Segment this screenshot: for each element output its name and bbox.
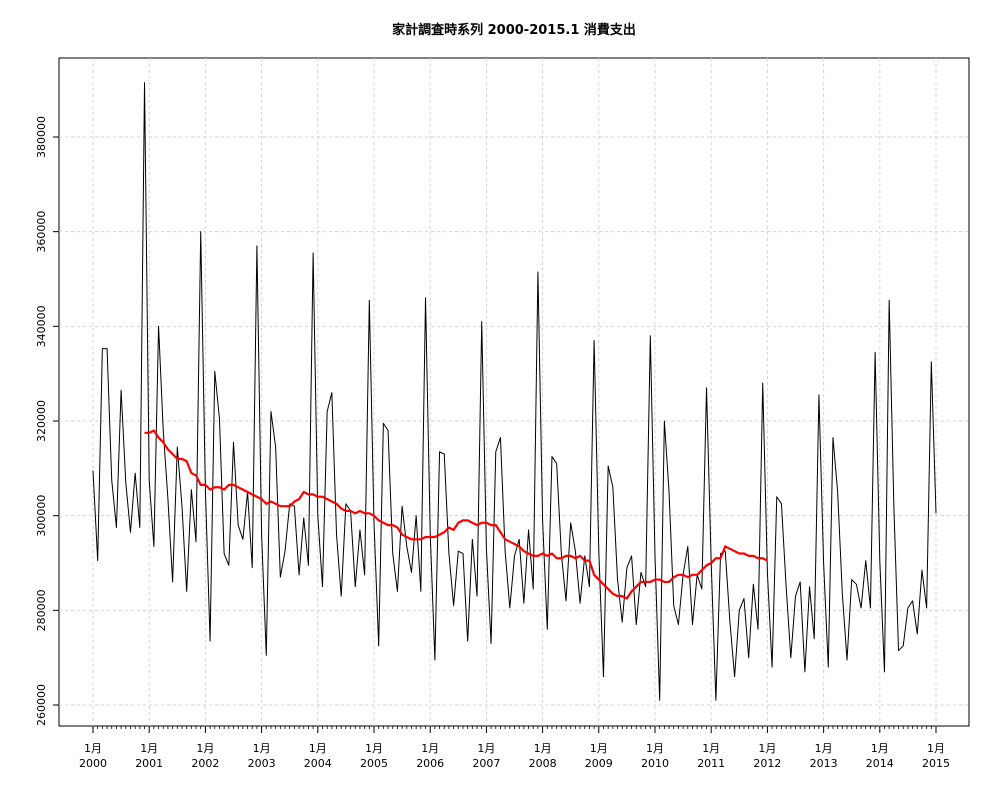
x-tick-label-month: 1月 — [590, 742, 608, 755]
x-tick-label-year: 2015 — [922, 757, 950, 770]
x-tick-label-year: 2011 — [697, 757, 725, 770]
x-tick-label-year: 2008 — [529, 757, 557, 770]
x-tick-label-year: 2002 — [191, 757, 219, 770]
chart-title: 家計調査時系列 2000-2015.1 消費支出 — [392, 22, 636, 38]
axes: 260000 280000 300000 320000 340000 360000 3800… — [35, 116, 950, 770]
y-tick-label: 260000 — [35, 684, 48, 726]
y-tick-label: 360000 — [35, 211, 48, 253]
x-tick-label-month: 1月 — [140, 742, 158, 755]
x-tick-label-month: 1月 — [309, 742, 327, 755]
grid — [59, 58, 969, 726]
x-tick-label-year: 2010 — [641, 757, 669, 770]
y-tick-label: 300000 — [35, 495, 48, 537]
series-layer — [92, 82, 937, 701]
x-tick-label-month: 1月 — [534, 742, 552, 755]
x-tick-label-year: 2004 — [304, 757, 332, 770]
x-tick-label-month: 1月 — [927, 742, 945, 755]
x-tick-label-month: 1月 — [196, 742, 214, 755]
y-tick-label: 320000 — [35, 400, 48, 442]
x-tick-label-year: 2013 — [810, 757, 838, 770]
series-line-moving-average — [144, 429, 768, 600]
x-tick-label-month: 1月 — [421, 742, 439, 755]
x-tick-label-month: 1月 — [815, 742, 833, 755]
x-tick-label-month: 1月 — [253, 742, 271, 755]
x-tick-label-month: 1月 — [871, 742, 889, 755]
x-tick-label-year: 2001 — [135, 757, 163, 770]
plot-frame — [58, 57, 970, 727]
x-tick-label-year: 2005 — [360, 757, 388, 770]
x-tick-label-month: 1月 — [477, 742, 495, 755]
x-tick-label-year: 2000 — [79, 757, 107, 770]
series-line-monthly — [92, 82, 937, 701]
x-tick-label-year: 2009 — [585, 757, 613, 770]
x-tick-label-year: 2003 — [248, 757, 276, 770]
y-tick-label: 380000 — [35, 116, 48, 158]
x-tick-label-year: 2012 — [753, 757, 781, 770]
x-tick-label-month: 1月 — [365, 742, 383, 755]
x-tick-label-month: 1月 — [646, 742, 664, 755]
x-tick-label-year: 2007 — [472, 757, 500, 770]
y-tick-label: 280000 — [35, 589, 48, 631]
x-tick-label-year: 2014 — [866, 757, 894, 770]
x-tick-label-month: 1月 — [84, 742, 102, 755]
x-tick-label-month: 1月 — [758, 742, 776, 755]
x-tick-label-year: 2006 — [416, 757, 444, 770]
y-tick-label: 340000 — [35, 305, 48, 347]
x-tick-label-month: 1月 — [702, 742, 720, 755]
